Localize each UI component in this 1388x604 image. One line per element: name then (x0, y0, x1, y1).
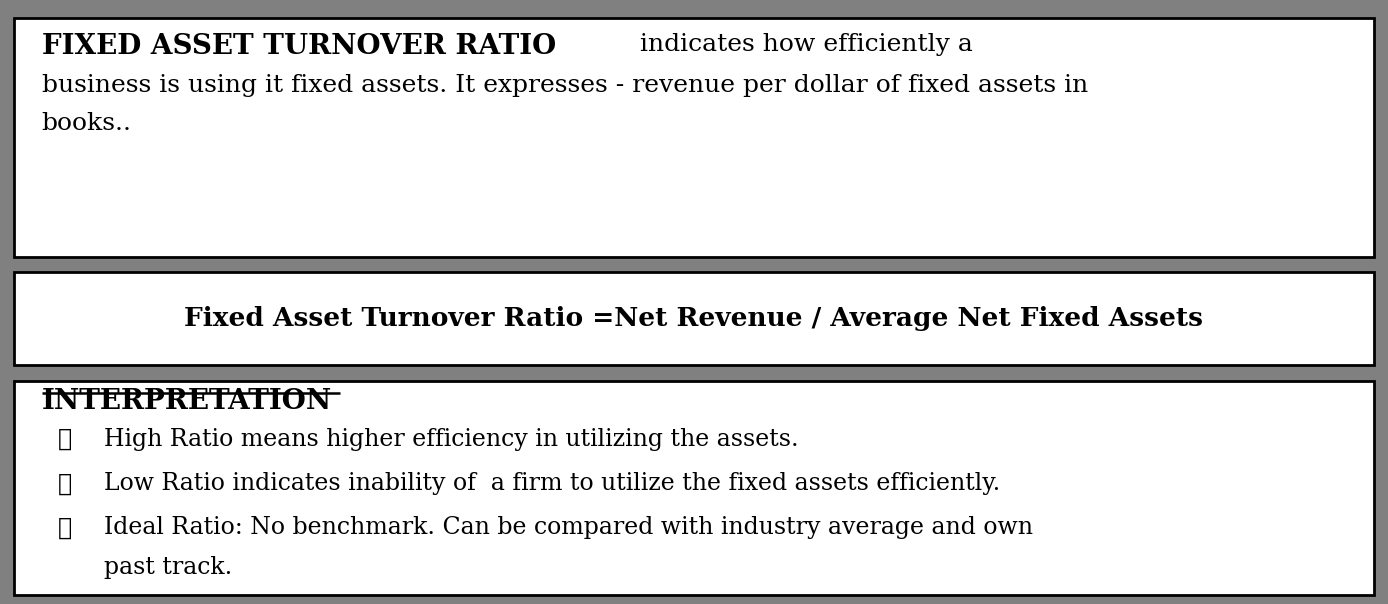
Text: High Ratio means higher efficiency in utilizing the assets.: High Ratio means higher efficiency in ut… (104, 428, 798, 451)
Text: Low Ratio indicates inability of  a firm to utilize the fixed assets efficiently: Low Ratio indicates inability of a firm … (104, 472, 1001, 495)
Text: indicates how efficiently a: indicates how efficiently a (632, 33, 973, 56)
Text: Fixed Asset Turnover Ratio =Net Revenue / Average Net Fixed Assets: Fixed Asset Turnover Ratio =Net Revenue … (185, 306, 1203, 332)
Text: past track.: past track. (104, 556, 232, 579)
Text: FIXED ASSET TURNOVER RATIO: FIXED ASSET TURNOVER RATIO (42, 33, 555, 60)
Text: books..: books.. (42, 112, 132, 135)
FancyBboxPatch shape (14, 381, 1374, 595)
FancyBboxPatch shape (14, 272, 1374, 365)
Text: Ideal Ratio: No benchmark. Can be compared with industry average and own: Ideal Ratio: No benchmark. Can be compar… (104, 516, 1033, 539)
Text: ✓: ✓ (58, 428, 72, 451)
Text: ✓: ✓ (58, 472, 72, 495)
Text: ✓: ✓ (58, 516, 72, 539)
FancyBboxPatch shape (14, 18, 1374, 257)
Text: business is using it fixed assets. It expresses - revenue per dollar of fixed as: business is using it fixed assets. It ex… (42, 74, 1088, 97)
Text: INTERPRETATION: INTERPRETATION (42, 388, 332, 415)
